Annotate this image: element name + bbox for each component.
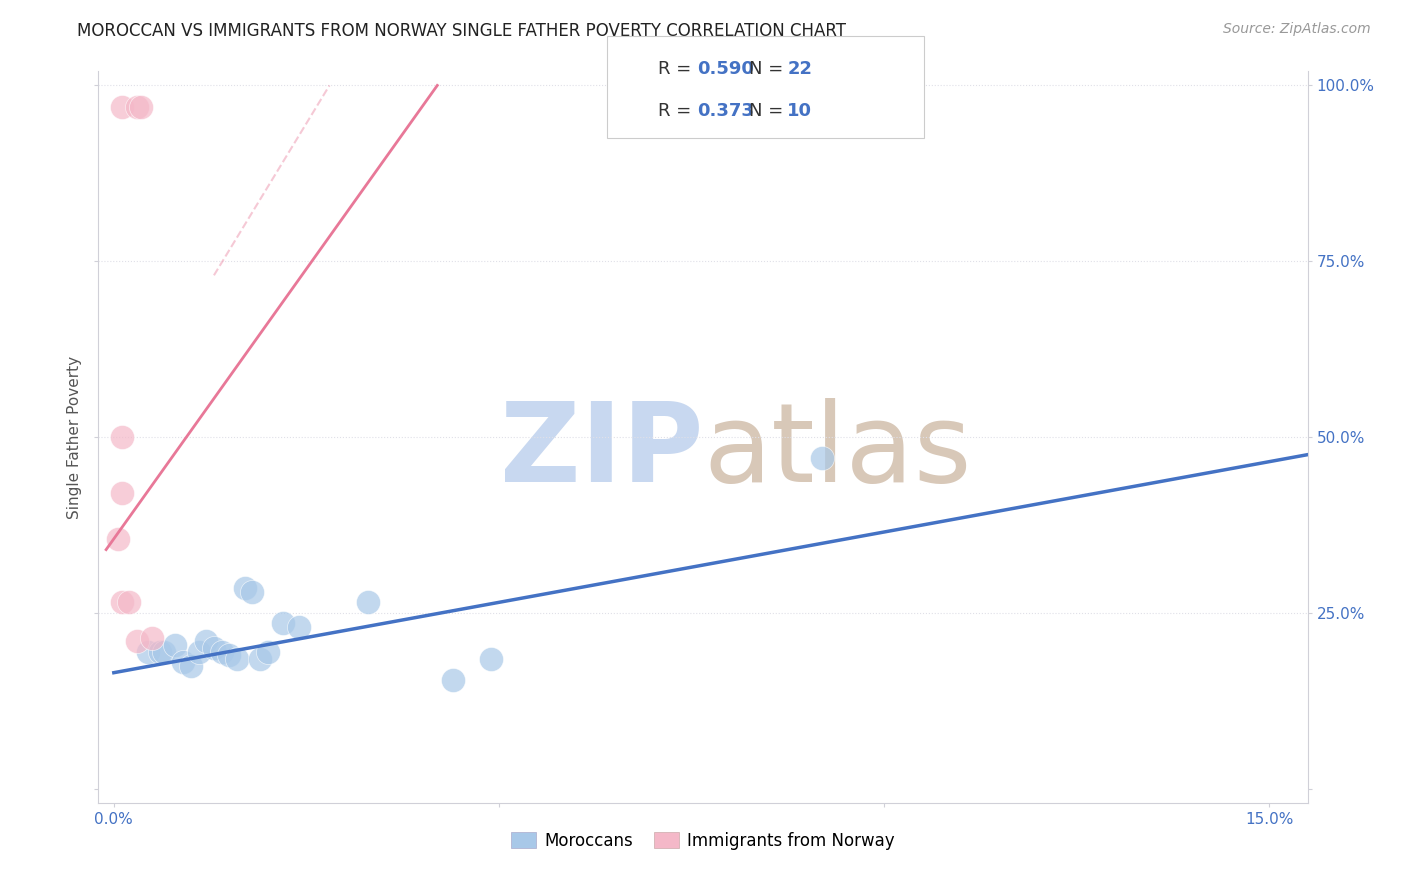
Text: MOROCCAN VS IMMIGRANTS FROM NORWAY SINGLE FATHER POVERTY CORRELATION CHART: MOROCCAN VS IMMIGRANTS FROM NORWAY SINGL…: [77, 22, 846, 40]
Text: R =: R =: [658, 60, 697, 78]
Point: [811, 451, 834, 466]
Point: [195, 634, 218, 648]
Point: [153, 644, 176, 658]
Text: 0.373: 0.373: [697, 102, 754, 120]
Point: [129, 99, 152, 113]
Point: [202, 641, 225, 656]
Point: [110, 430, 132, 444]
Point: [257, 644, 280, 658]
Text: 10: 10: [787, 102, 813, 120]
Point: [110, 595, 132, 609]
Text: ZIP: ZIP: [499, 398, 703, 505]
Point: [149, 644, 172, 658]
Point: [125, 634, 148, 648]
Point: [271, 616, 294, 631]
Point: [110, 486, 132, 500]
Point: [138, 644, 160, 658]
Text: R =: R =: [658, 102, 697, 120]
Point: [165, 638, 187, 652]
Point: [172, 655, 194, 669]
Point: [218, 648, 240, 662]
Point: [357, 595, 380, 609]
Text: 0.590: 0.590: [697, 60, 754, 78]
Point: [187, 644, 209, 658]
Point: [125, 99, 148, 113]
Point: [249, 651, 271, 665]
Point: [211, 644, 233, 658]
Point: [233, 582, 256, 596]
Text: atlas: atlas: [703, 398, 972, 505]
Text: Source: ZipAtlas.com: Source: ZipAtlas.com: [1223, 22, 1371, 37]
Point: [107, 532, 129, 546]
Text: N =: N =: [749, 60, 789, 78]
Point: [110, 99, 132, 113]
Point: [141, 631, 163, 645]
Text: N =: N =: [749, 102, 789, 120]
Point: [242, 584, 264, 599]
Y-axis label: Single Father Poverty: Single Father Poverty: [67, 356, 83, 518]
Point: [441, 673, 464, 687]
Point: [180, 658, 202, 673]
Point: [479, 651, 502, 665]
Point: [226, 651, 249, 665]
Legend: Moroccans, Immigrants from Norway: Moroccans, Immigrants from Norway: [505, 825, 901, 856]
Text: 22: 22: [787, 60, 813, 78]
Point: [118, 595, 141, 609]
Point: [287, 620, 309, 634]
